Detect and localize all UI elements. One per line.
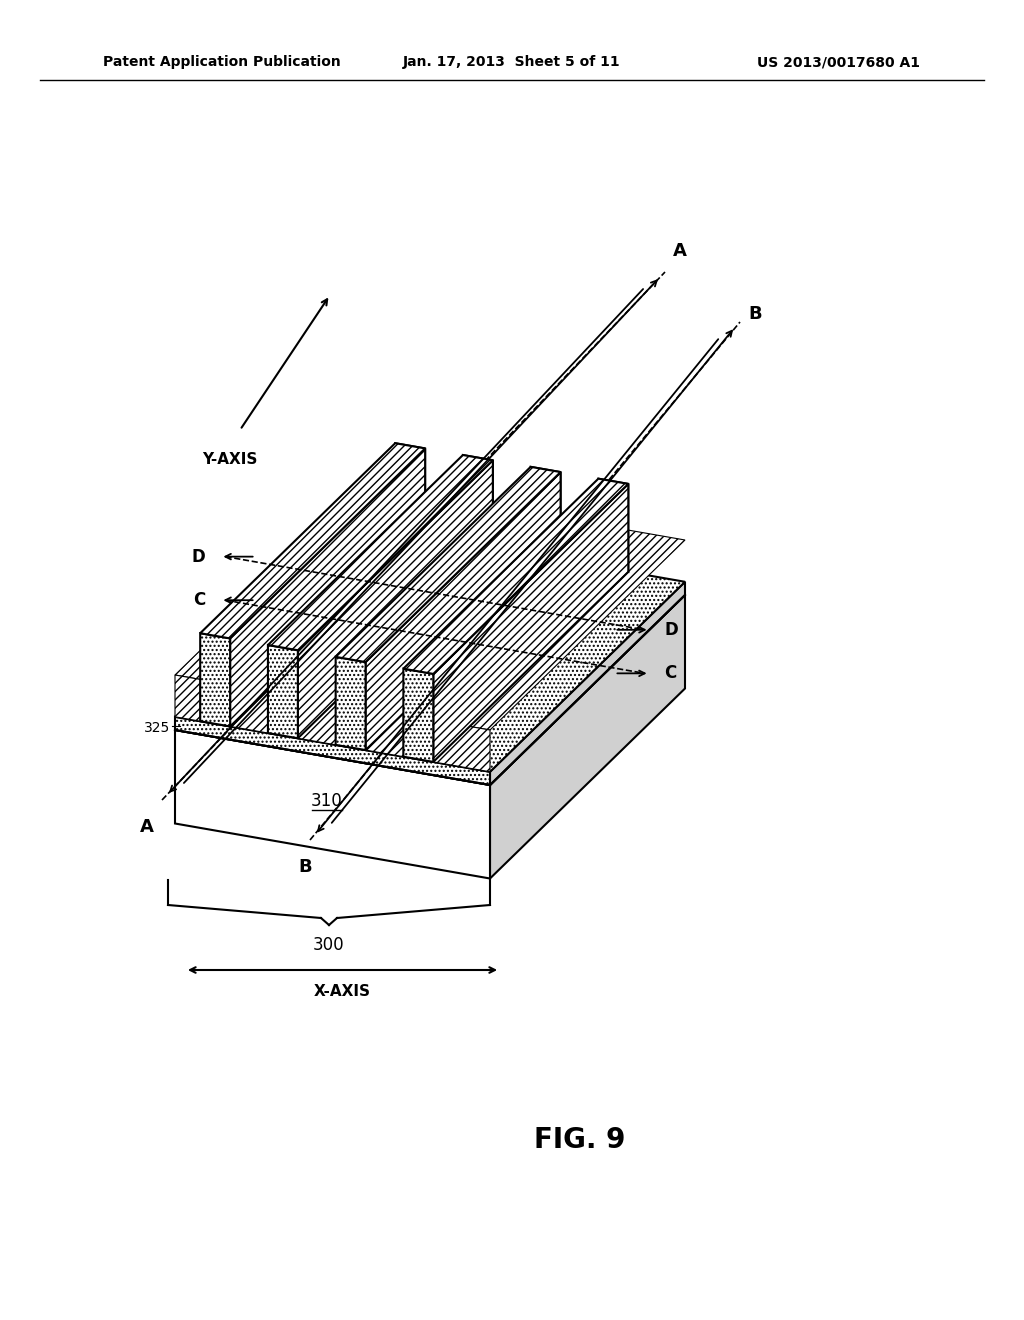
Text: D: D [665, 620, 678, 639]
Polygon shape [336, 657, 366, 750]
Text: Jan. 17, 2013  Sheet 5 of 11: Jan. 17, 2013 Sheet 5 of 11 [403, 55, 621, 69]
Text: A: A [140, 818, 154, 836]
Polygon shape [598, 479, 629, 572]
Polygon shape [433, 484, 629, 762]
Polygon shape [395, 444, 425, 536]
Polygon shape [298, 507, 530, 704]
Polygon shape [463, 455, 493, 548]
Polygon shape [175, 484, 395, 680]
Polygon shape [366, 709, 403, 756]
Text: 330: 330 [307, 576, 337, 590]
Text: C: C [665, 664, 677, 682]
Text: Y-AXIS: Y-AXIS [203, 451, 258, 467]
Polygon shape [230, 685, 268, 733]
Text: US 2013/0017680 A1: US 2013/0017680 A1 [757, 55, 920, 69]
Text: B: B [748, 305, 762, 323]
Polygon shape [403, 669, 433, 762]
Polygon shape [201, 634, 230, 726]
Text: B: B [298, 858, 312, 876]
Text: Patent Application Publication: Patent Application Publication [103, 55, 341, 69]
Text: A: A [673, 242, 687, 260]
Polygon shape [490, 595, 685, 879]
Text: FIG. 9: FIG. 9 [535, 1126, 626, 1154]
Text: X-AXIS: X-AXIS [314, 985, 371, 999]
Polygon shape [201, 444, 425, 639]
Polygon shape [403, 479, 629, 675]
Polygon shape [175, 730, 490, 879]
Polygon shape [530, 467, 560, 560]
Text: C: C [194, 591, 206, 610]
Polygon shape [175, 540, 685, 785]
Polygon shape [298, 461, 493, 738]
Polygon shape [490, 582, 685, 785]
Polygon shape [230, 495, 463, 692]
Text: 325: 325 [143, 722, 170, 735]
Polygon shape [366, 473, 560, 750]
Polygon shape [298, 697, 336, 744]
Text: 320: 320 [453, 635, 482, 649]
Polygon shape [268, 645, 298, 738]
Polygon shape [230, 449, 425, 726]
Polygon shape [175, 675, 201, 721]
Text: 310: 310 [311, 792, 343, 810]
Polygon shape [175, 717, 490, 785]
Polygon shape [366, 519, 598, 715]
Polygon shape [433, 721, 490, 772]
Polygon shape [175, 527, 685, 772]
Polygon shape [268, 455, 493, 651]
Text: D: D [191, 548, 206, 566]
Polygon shape [336, 467, 560, 663]
Polygon shape [433, 531, 685, 730]
Text: 300: 300 [313, 936, 345, 954]
